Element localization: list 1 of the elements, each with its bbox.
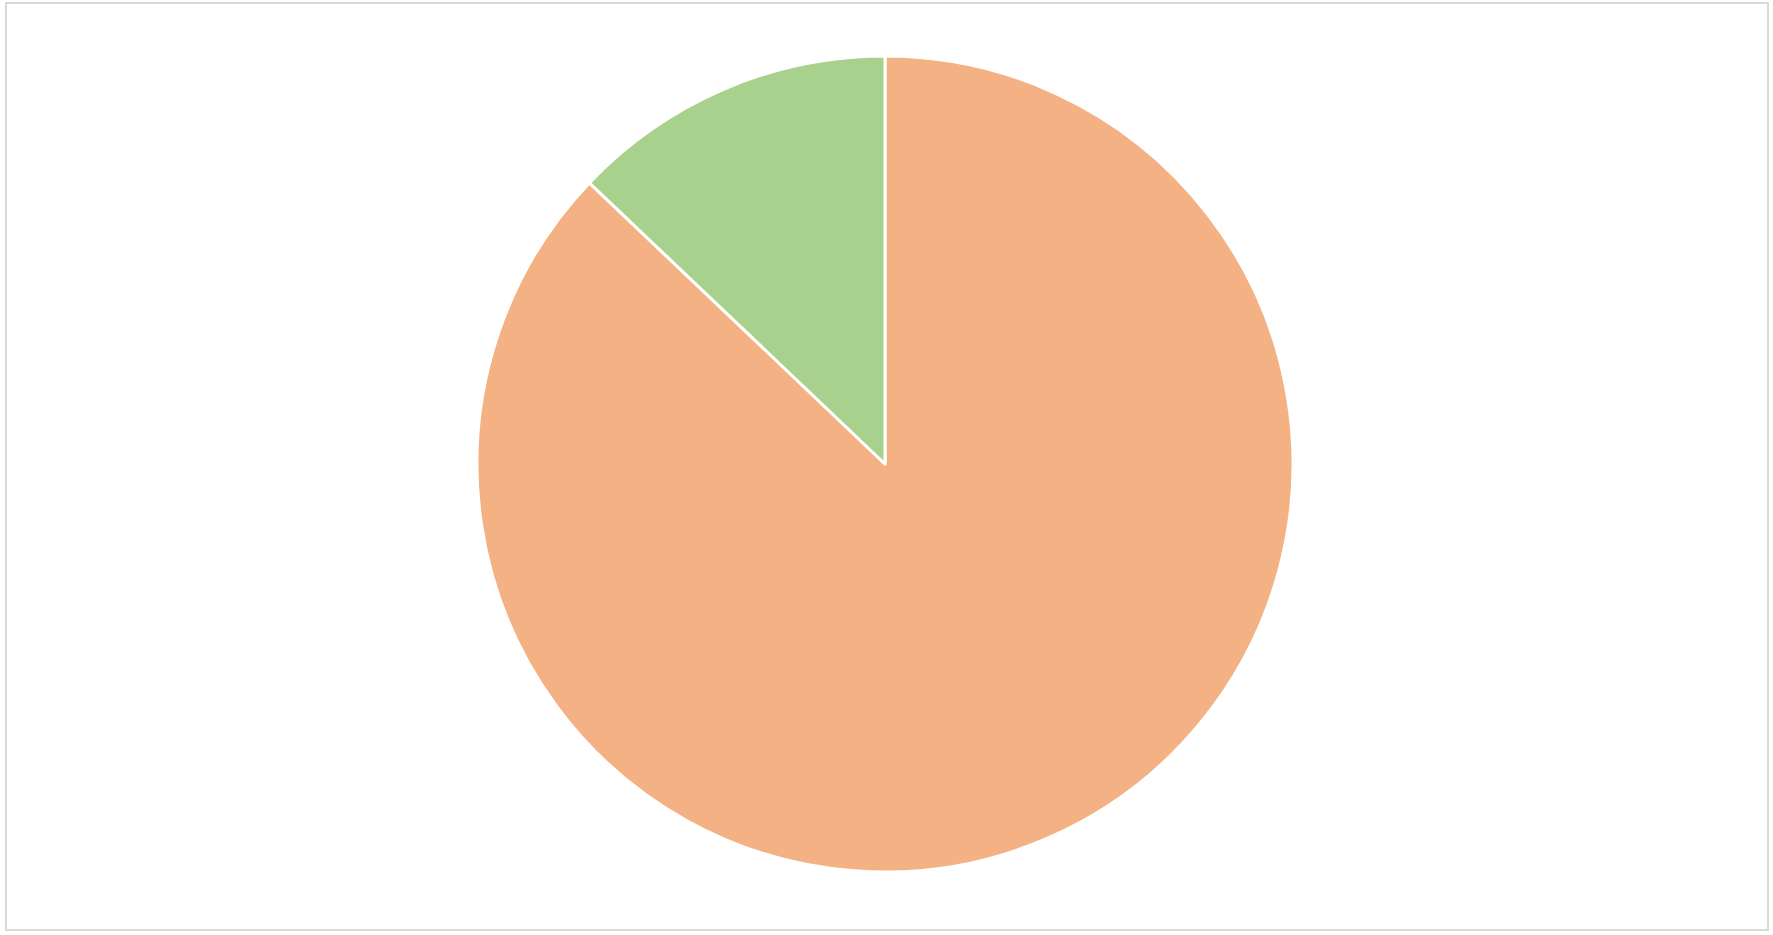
pie-slice [475,54,1295,874]
